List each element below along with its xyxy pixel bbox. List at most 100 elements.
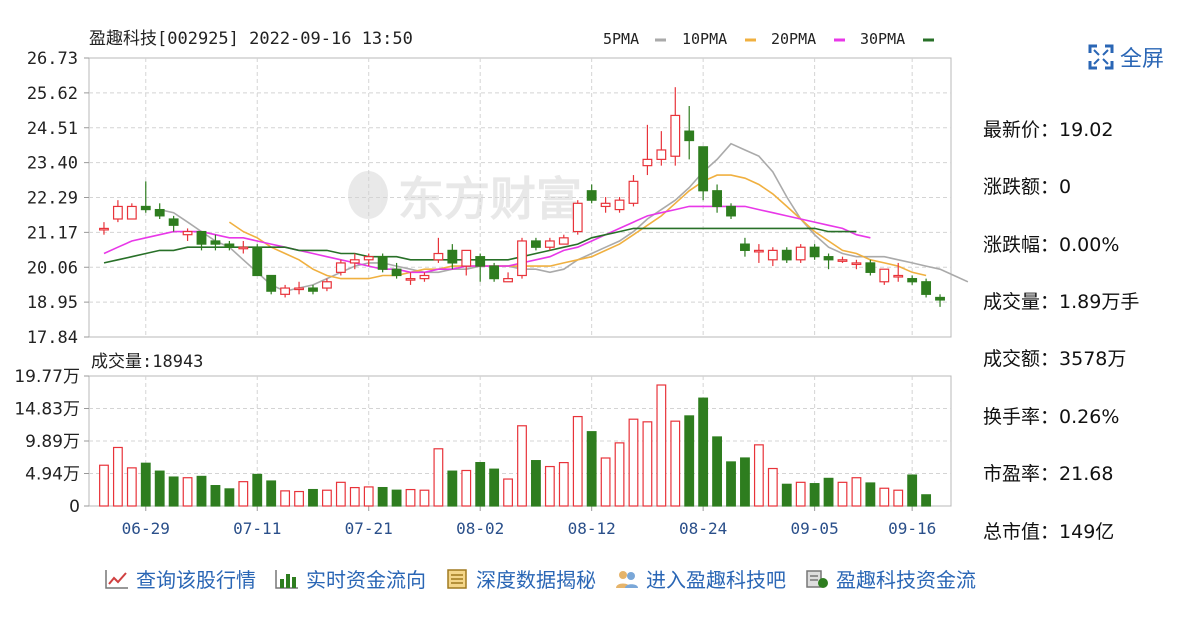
volume-bar-up — [670, 420, 681, 507]
volume-bar-up — [112, 446, 123, 507]
candle-up — [572, 202, 583, 233]
candle-down — [140, 205, 151, 211]
ma-line-10pma — [228, 174, 927, 280]
volume-bar-down — [154, 470, 165, 507]
price-tick-label: 22.29 — [27, 189, 78, 209]
date-axis: 06-29 07-11 07-21 08-02 08-12 08-24 09-05 09-16 — [122, 506, 936, 538]
volume-bar-up — [753, 444, 764, 507]
candle-down — [907, 278, 918, 283]
volume-bar-down — [377, 486, 388, 507]
link-label: 实时资金流向 — [306, 568, 426, 592]
link-label: 盈趣科技资金流 — [836, 568, 976, 592]
candle-down — [154, 208, 165, 217]
volume-bar-up — [656, 384, 667, 507]
volume-bar-up — [126, 467, 137, 507]
link-stock-forum[interactable]: 进入盈趣科技吧 — [614, 564, 786, 593]
volume-bar-down — [586, 431, 597, 507]
candle-up — [642, 158, 653, 167]
volume-tick-label: 19.77万 — [14, 367, 80, 387]
volume-bar-up — [879, 487, 890, 507]
volume-bar-down — [865, 482, 876, 507]
candle-up — [294, 287, 304, 291]
candle-down — [391, 268, 402, 277]
line-chart-icon — [105, 569, 128, 589]
volume-bar-up — [893, 489, 904, 507]
fullscreen-button[interactable]: 全屏 — [1088, 40, 1164, 74]
volume-bar-up — [544, 465, 555, 507]
volume-bar-up — [503, 478, 513, 507]
volume-bar-up — [558, 462, 569, 507]
volume-bar-up — [614, 442, 625, 507]
stat-turnover-rate: 换手率：0.26% — [983, 402, 1119, 429]
candle-up — [321, 281, 332, 289]
date-tick-label: 09-16 — [888, 519, 936, 538]
candle-up — [600, 202, 611, 208]
candle-down — [266, 274, 277, 292]
volume-tick-label: 4.94万 — [25, 465, 80, 485]
watermark-text: 东方财富 — [398, 172, 582, 226]
price-tick-label: 25.62 — [27, 84, 78, 104]
link-capital-flow[interactable]: 实时资金流向 — [274, 564, 426, 593]
candle-down — [447, 249, 458, 264]
candle-down — [809, 246, 820, 258]
stat-label: 涨跌额： — [983, 176, 1060, 198]
link-stock-quote[interactable]: 查询该股行情 — [104, 564, 256, 593]
candle-down — [210, 240, 221, 245]
candle-up — [879, 268, 890, 283]
volume-tick-label: 9.89万 — [25, 432, 80, 452]
candle-up — [656, 149, 667, 160]
candle-down — [781, 249, 792, 261]
candle-up — [405, 278, 416, 281]
stat-market-cap: 总市值：149亿 — [983, 517, 1114, 544]
price-tick-label: 21.17 — [27, 223, 78, 243]
volume-bar-down — [489, 468, 500, 507]
candle-up — [753, 249, 764, 253]
candle-down — [252, 246, 263, 277]
document-icon — [447, 568, 467, 589]
watermark-logo-icon — [348, 171, 388, 219]
date-tick-label: 08-12 — [568, 519, 616, 538]
candle-up — [419, 274, 430, 280]
volume-bar-down — [809, 483, 820, 507]
volume-bar-up — [767, 467, 778, 507]
candle-up — [558, 237, 569, 245]
volume-bar-up — [600, 457, 611, 507]
volume-bar-up — [363, 486, 374, 507]
volume-bar-down — [684, 415, 695, 507]
candle-up — [767, 249, 778, 261]
candle-up — [99, 227, 109, 231]
candle-down — [475, 256, 486, 267]
volume-bar-up — [572, 415, 583, 507]
link-deep-data[interactable]: 深度数据揭秘 — [444, 564, 596, 593]
candle-down — [489, 265, 500, 280]
candles — [99, 87, 945, 307]
volume-bar-up — [795, 481, 806, 507]
stat-value: 1.89万手 — [1059, 291, 1140, 313]
volume-bars — [99, 384, 932, 507]
candle-up — [503, 278, 513, 283]
candle-down — [726, 205, 736, 217]
candle-up — [614, 199, 625, 211]
date-tick-label: 08-02 — [456, 519, 504, 538]
price-axis: 26.73 25.62 24.51 23.40 22.29 21.17 20.06 18.95… — [27, 49, 89, 348]
date-tick-label: 08-24 — [679, 519, 727, 538]
candle-up — [182, 230, 193, 236]
volume-bar-up — [294, 490, 304, 507]
link-company-capital-flow[interactable]: 盈趣科技资金流 — [804, 564, 976, 593]
link-label: 查询该股行情 — [136, 568, 256, 592]
stat-volume: 成交量：1.89万手 — [983, 287, 1139, 314]
candle-down — [586, 190, 597, 201]
candle-down — [740, 243, 750, 251]
price-tick-label: 24.51 — [27, 119, 78, 139]
volume-bar-down — [921, 494, 932, 507]
stat-label: 换手率： — [983, 406, 1060, 428]
volume-bar-down — [266, 480, 277, 507]
stat-change-amount: 涨跌额：0 — [983, 172, 1071, 199]
candle-down — [377, 256, 388, 270]
ma-line-20pma — [103, 205, 871, 274]
candle-down — [935, 296, 945, 301]
volume-bar-down — [781, 483, 792, 507]
legend-30pma-label: 30PMA — [860, 30, 905, 48]
stat-value: 0 — [1059, 176, 1072, 198]
candle-down — [921, 281, 932, 295]
